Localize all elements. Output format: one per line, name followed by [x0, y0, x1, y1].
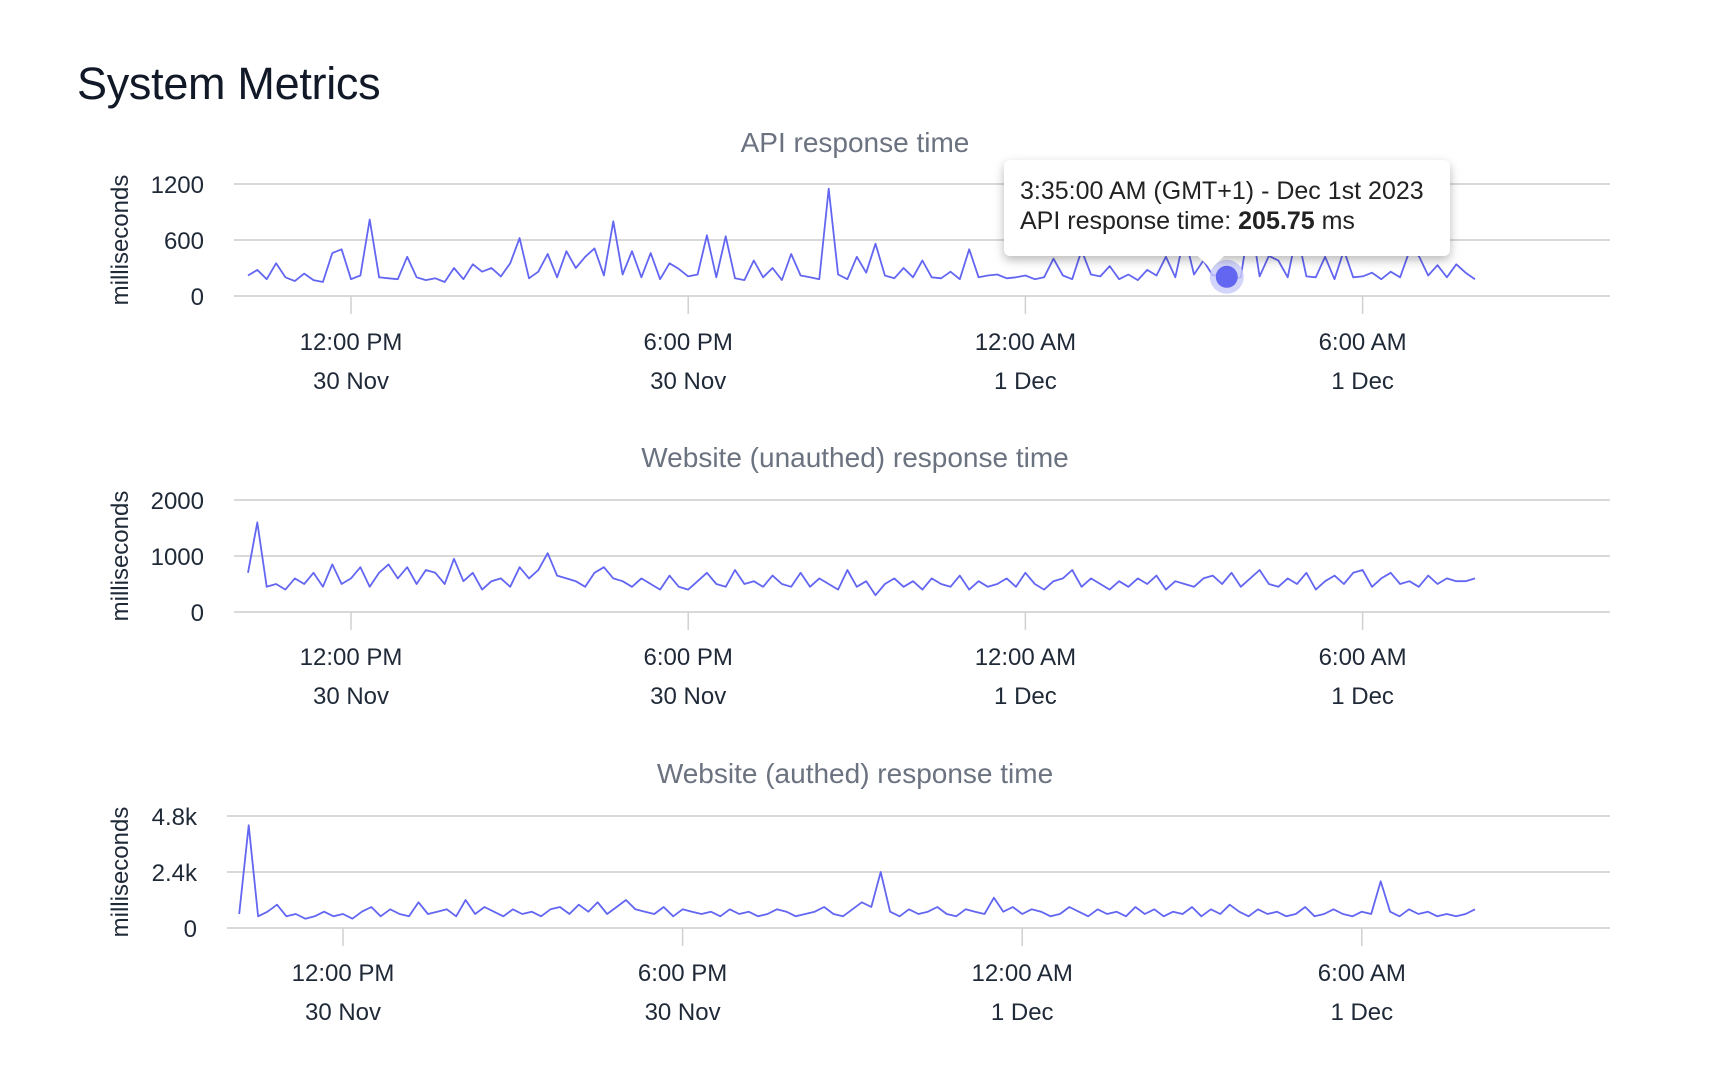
chart-title: Website (unauthed) response time	[641, 442, 1069, 473]
y-axis-label: milliseconds	[107, 175, 134, 306]
x-tick-time: 12:00 AM	[975, 329, 1076, 356]
x-tick-date: 30 Nov	[645, 999, 721, 1026]
tooltip-time: 3:35:00 AM (GMT+1) - Dec 1st 2023	[1020, 177, 1424, 205]
x-tick-time: 12:00 AM	[975, 644, 1076, 671]
series-line	[247, 521, 1476, 597]
y-tick-label: 600	[164, 228, 204, 255]
y-axis-label: milliseconds	[107, 807, 134, 938]
x-tick-time: 12:00 PM	[300, 329, 403, 356]
hover-point-marker	[1215, 265, 1238, 288]
x-tick-date: 30 Nov	[650, 683, 726, 710]
series-line	[238, 824, 1476, 920]
x-tick-date: 1 Dec	[1330, 999, 1393, 1026]
x-tick-date: 30 Nov	[305, 999, 381, 1026]
x-tick-date: 1 Dec	[1331, 683, 1394, 710]
y-tick-label: 2000	[151, 488, 204, 515]
tooltip-label: API response time:	[1020, 207, 1239, 235]
x-tick-time: 6:00 PM	[644, 329, 733, 356]
y-tick-label: 1200	[151, 172, 204, 199]
x-tick-time: 12:00 AM	[971, 960, 1072, 987]
x-tick-date: 1 Dec	[994, 683, 1057, 710]
y-tick-label: 2.4k	[152, 860, 198, 887]
x-tick-time: 12:00 PM	[292, 960, 395, 987]
x-tick-time: 6:00 AM	[1319, 644, 1407, 671]
y-tick-label: 0	[184, 916, 197, 943]
chart-title: API response time	[741, 127, 970, 158]
x-tick-date: 1 Dec	[994, 368, 1057, 395]
x-tick-date: 1 Dec	[991, 999, 1054, 1026]
x-tick-date: 30 Nov	[313, 368, 389, 395]
series-line	[247, 187, 1476, 283]
tooltip-unit: ms	[1314, 207, 1355, 235]
tooltip-value: 205.75	[1238, 207, 1315, 235]
chart-tooltip: 3:35:00 AM (GMT+1) - Dec 1st 2023 API re…	[1004, 160, 1450, 269]
tooltip-value-line: API response time: 205.75 ms	[1020, 206, 1450, 236]
x-tick-date: 30 Nov	[650, 368, 726, 395]
y-tick-label: 0	[191, 600, 204, 627]
x-tick-time: 6:00 AM	[1318, 960, 1406, 987]
y-tick-label: 1000	[151, 544, 204, 571]
x-tick-time: 6:00 PM	[638, 960, 727, 987]
x-tick-date: 1 Dec	[1331, 368, 1394, 395]
y-tick-label: 4.8k	[152, 804, 198, 831]
x-tick-time: 12:00 PM	[300, 644, 403, 671]
chart-title: Website (authed) response time	[657, 758, 1053, 789]
y-axis-label: milliseconds	[107, 491, 134, 622]
page-title: System Metrics	[77, 58, 381, 109]
x-tick-time: 6:00 AM	[1319, 329, 1407, 356]
x-tick-date: 30 Nov	[313, 683, 389, 710]
x-tick-time: 6:00 PM	[644, 644, 733, 671]
y-tick-label: 0	[191, 284, 204, 311]
